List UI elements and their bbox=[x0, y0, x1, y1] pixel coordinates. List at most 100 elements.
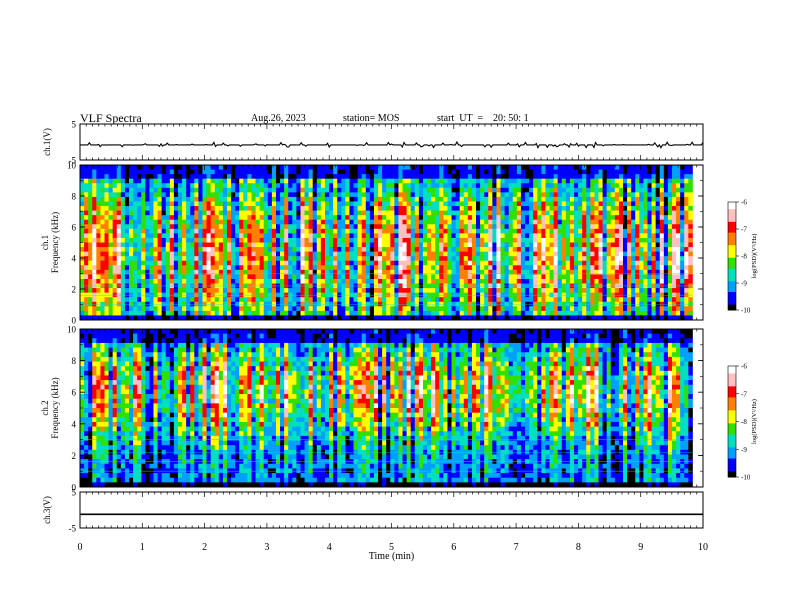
spectrogram-cell bbox=[569, 251, 575, 257]
spectrogram-cell bbox=[598, 210, 603, 216]
spectrogram-cell bbox=[520, 288, 526, 294]
spectrogram-cell bbox=[639, 251, 644, 257]
spectrogram-cell bbox=[133, 242, 138, 248]
spectrogram-cell bbox=[333, 265, 338, 271]
spectrogram-cell bbox=[333, 233, 338, 239]
spectrogram-cell bbox=[133, 183, 138, 189]
spectrogram-cell bbox=[598, 165, 603, 170]
spectrogram-cell bbox=[284, 192, 289, 198]
spectrogram-cell bbox=[177, 201, 183, 207]
spectrogram-cell bbox=[647, 201, 652, 207]
spectrogram-cell bbox=[627, 215, 632, 221]
spectrogram-cell bbox=[329, 224, 334, 230]
spectrogram-cell bbox=[455, 224, 461, 230]
spectrogram-cell bbox=[292, 165, 297, 170]
spectrogram-cell bbox=[349, 228, 354, 234]
spectrogram-cell bbox=[618, 256, 624, 262]
spectrogram-cell bbox=[202, 274, 207, 280]
spectrogram-cell bbox=[133, 187, 138, 193]
spectrogram-cell bbox=[84, 183, 89, 189]
spectrogram-cell bbox=[529, 247, 534, 253]
spectrogram-cell bbox=[659, 260, 665, 266]
spectrogram-cell bbox=[492, 288, 497, 294]
spectrogram-cell bbox=[655, 169, 661, 175]
spectrogram-cell bbox=[198, 315, 203, 321]
spectrogram-cell bbox=[422, 310, 428, 316]
spectrogram-cell bbox=[161, 165, 167, 170]
spectrogram-cell bbox=[614, 192, 620, 198]
spectrogram-cell bbox=[259, 192, 265, 198]
spectrogram-cell bbox=[561, 228, 567, 234]
spectrogram-cell bbox=[439, 237, 444, 243]
spectrogram-cell bbox=[296, 165, 301, 170]
spectrogram-cell bbox=[247, 206, 252, 211]
spectrogram-cell bbox=[337, 265, 342, 271]
spectrogram-cell bbox=[329, 242, 334, 248]
spectrogram-cell bbox=[594, 219, 599, 225]
spectrogram-cell bbox=[145, 315, 150, 321]
spectrogram-cell bbox=[471, 210, 477, 216]
spectrogram-cell bbox=[104, 247, 109, 253]
spectrogram-cell bbox=[496, 265, 501, 271]
spectrogram-cell bbox=[345, 297, 350, 303]
spectrogram-cell bbox=[133, 237, 138, 243]
spectrogram-cell bbox=[435, 237, 440, 243]
spectrogram-cell bbox=[214, 242, 220, 248]
spectrogram-cell bbox=[663, 306, 669, 312]
spectrogram-cell bbox=[255, 219, 261, 225]
spectrogram-cell bbox=[447, 288, 452, 294]
spectrogram-cell bbox=[410, 215, 416, 221]
spectrogram-cell bbox=[496, 269, 501, 275]
spectrogram-cell bbox=[275, 201, 281, 207]
spectrogram-cell bbox=[243, 260, 248, 266]
spectrogram-cell bbox=[202, 178, 207, 184]
spectrogram-cell bbox=[226, 169, 232, 175]
spectrogram-cell bbox=[357, 196, 363, 202]
spectrogram-cell bbox=[614, 256, 620, 262]
spectrogram-cell bbox=[471, 251, 477, 257]
spectrogram-cell bbox=[104, 215, 109, 221]
spectrogram-cell bbox=[598, 206, 603, 211]
spectrogram-cell bbox=[329, 274, 334, 280]
spectrogram-cell bbox=[88, 228, 93, 234]
spectrogram-cell bbox=[284, 178, 289, 184]
spectrogram-cell bbox=[667, 228, 673, 234]
spectrogram-cell bbox=[541, 228, 546, 234]
spectrogram-cell bbox=[504, 165, 510, 170]
spectrogram-cell bbox=[153, 265, 158, 271]
spectrogram-cell bbox=[231, 274, 236, 280]
spectrogram-cell bbox=[406, 196, 412, 202]
spectrogram-cell bbox=[590, 306, 595, 312]
spectrogram-cell bbox=[627, 206, 632, 211]
spectrogram-cell bbox=[145, 224, 150, 230]
spectrogram-cell bbox=[435, 251, 440, 257]
spectrogram-cell bbox=[239, 265, 244, 271]
spectrogram-cell bbox=[182, 278, 187, 284]
spectrogram-cell bbox=[337, 210, 342, 216]
spectrogram-cell bbox=[373, 174, 379, 180]
spectrogram-cell bbox=[643, 315, 648, 321]
spectrogram-cell bbox=[337, 169, 342, 175]
spectrogram-cell bbox=[504, 260, 510, 266]
spectrogram-cell bbox=[443, 219, 448, 225]
spectrogram-cell bbox=[586, 269, 591, 275]
spectrogram-cell bbox=[565, 269, 571, 275]
spectrogram-cell bbox=[623, 260, 628, 266]
spectrogram-cell bbox=[488, 288, 493, 294]
spectrogram-cell bbox=[292, 178, 297, 184]
spectrogram-cell bbox=[263, 278, 269, 284]
spectrogram-cell bbox=[88, 165, 93, 170]
spectrogram-cell bbox=[431, 265, 436, 271]
spectrogram-cell bbox=[406, 265, 412, 271]
spectrogram-cell bbox=[349, 278, 354, 284]
spectrogram-cell bbox=[606, 165, 612, 170]
spectrogram-cell bbox=[145, 196, 150, 202]
spectrogram-cell bbox=[431, 288, 436, 294]
spectrogram-cell bbox=[427, 306, 432, 312]
spectrogram-cell bbox=[406, 269, 412, 275]
spectrogram-cell bbox=[631, 196, 636, 202]
spectrogram-cell bbox=[602, 210, 608, 216]
spectrogram-cell bbox=[145, 251, 150, 257]
spectrogram-cell bbox=[198, 278, 203, 284]
spectrogram-cell bbox=[365, 242, 371, 248]
